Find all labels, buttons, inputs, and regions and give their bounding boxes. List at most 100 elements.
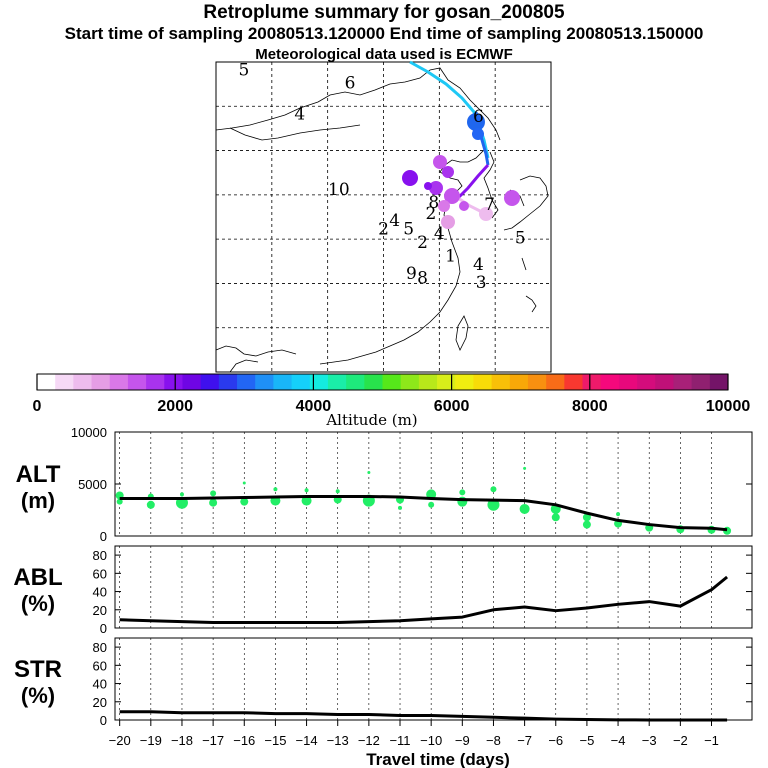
panel-unit: (%)	[21, 591, 55, 616]
panel-label: ABL	[13, 564, 62, 591]
trajectory-point	[551, 513, 560, 522]
chart-title: Retroplume summary for gosan_200805	[203, 2, 565, 23]
y-tick-label: 60	[93, 566, 107, 581]
x-tick-label: −14	[296, 733, 318, 748]
colorbar-swatch	[455, 374, 474, 390]
colorbar-swatch	[146, 374, 165, 390]
x-tick-label: −19	[140, 733, 162, 748]
coast-korea	[483, 151, 499, 219]
colorbar-tick-label: 6000	[434, 398, 470, 415]
colorbar-swatch	[237, 374, 256, 390]
time-series-panels: 1000050000ALT(m)806040200ABL(%)806040200…	[13, 425, 753, 768]
x-tick-label: −18	[171, 733, 193, 748]
y-tick-label: 0	[100, 621, 107, 636]
trajectory-point	[116, 498, 123, 505]
trajectory-point	[242, 481, 246, 485]
colorbar-tick-label: 0	[33, 398, 42, 415]
trajectory-point	[582, 513, 591, 522]
plume-cluster-purple-7	[504, 190, 520, 206]
y-tick-label: 5000	[78, 477, 107, 492]
plume-cluster-purple-3	[429, 181, 443, 195]
colorbar-swatch	[618, 374, 638, 390]
colorbar-swatch	[182, 374, 202, 390]
trajectory-point	[335, 489, 340, 494]
map-day-label: 3	[476, 273, 487, 293]
trajectory-point	[240, 497, 249, 506]
map-day-label: 2	[426, 204, 437, 224]
trajectory-point	[487, 498, 500, 511]
panel-frame	[114, 637, 753, 721]
altitude-colorbar: 0 2000 4000 6000 8000 10000 Altitude (m)	[33, 373, 750, 429]
colorbar-swatch	[327, 374, 347, 390]
colorbar-title: Altitude (m)	[325, 411, 417, 429]
colorbar-swatch	[200, 374, 220, 390]
map-day-label: 1	[445, 246, 456, 266]
trajectory-point	[367, 471, 371, 475]
trajectory-point	[304, 488, 309, 493]
colorbar-swatch	[55, 374, 74, 390]
x-tick-label: −5	[579, 733, 594, 748]
y-tick-label: 20	[93, 695, 107, 710]
colorbar-swatch	[527, 374, 547, 390]
border-north	[215, 67, 501, 141]
series-line-abl	[119, 575, 729, 625]
map-day-label: 5	[239, 60, 250, 80]
y-tick-label: 80	[93, 548, 107, 563]
panel-frame	[114, 545, 753, 629]
plume-cluster-purple-4	[444, 188, 460, 204]
map-day-label: 4	[434, 224, 445, 244]
colorbar-swatch	[582, 374, 602, 390]
plume-cluster-blue-2	[472, 128, 484, 140]
trajectory-point	[273, 487, 278, 492]
trajectory-point	[179, 492, 184, 497]
sampling-time-line: Start time of sampling 20080513.120000 E…	[64, 24, 704, 43]
panel-label: STR	[14, 656, 62, 683]
y-tick-label: 40	[93, 677, 107, 692]
colorbar-swatch	[437, 374, 456, 390]
colorbar-swatch	[346, 374, 365, 390]
colorbar-swatch	[255, 374, 274, 390]
colorbar-swatch	[273, 374, 293, 390]
x-tick-label: −6	[548, 733, 563, 748]
plume-cluster-purple-2	[442, 166, 454, 178]
x-axis: −20 −19 −18 −17 −16 −15 −14 −13 −12 −11 −10 −9 −8 −7 −…	[109, 720, 719, 768]
map-day-label: 4	[473, 255, 484, 275]
colorbar-swatch	[73, 374, 93, 390]
panel-alt: 10000 5000 0 ALT(m)	[16, 425, 753, 544]
map-day-label: 2	[417, 233, 428, 253]
series-line-alt	[119, 494, 728, 532]
y-tick-label: 80	[93, 640, 107, 655]
panel-label: ALT	[16, 461, 61, 488]
y-tick-label: 20	[93, 603, 107, 618]
plume-cluster-purple-6	[459, 201, 469, 211]
coast-taiwan	[455, 315, 469, 351]
x-axis-title: Travel time (days)	[366, 750, 510, 768]
plume-cluster-violet	[402, 170, 418, 186]
colorbar-swatch	[91, 374, 111, 390]
x-tick-label: −2	[673, 733, 688, 748]
x-tick-label: −17	[202, 733, 224, 748]
x-tick-label: −7	[517, 733, 532, 748]
x-tick-label: −1	[704, 733, 719, 748]
coast-japan	[503, 175, 549, 231]
x-tick-label: −20	[109, 733, 131, 748]
colorbar-swatch	[418, 374, 438, 390]
map-day-label: 5	[403, 220, 414, 240]
border-mongolia	[229, 124, 361, 141]
border-southwest	[229, 359, 259, 373]
trajectory-point	[490, 486, 497, 493]
colorbar-swatch	[400, 374, 420, 390]
colorbar-swatch	[691, 374, 711, 390]
trajectory-point	[210, 490, 217, 497]
coast-ryukyu	[525, 295, 537, 313]
colorbar-swatch	[546, 374, 565, 390]
plume-cluster-violet-2	[424, 182, 432, 190]
x-tick-label: −4	[611, 733, 626, 748]
colorbar-swatch	[673, 374, 693, 390]
colorbar-swatch	[709, 374, 729, 390]
plume-cluster-blue	[467, 113, 485, 131]
x-tick-label: −8	[486, 733, 501, 748]
colorbar-swatch	[655, 374, 674, 390]
